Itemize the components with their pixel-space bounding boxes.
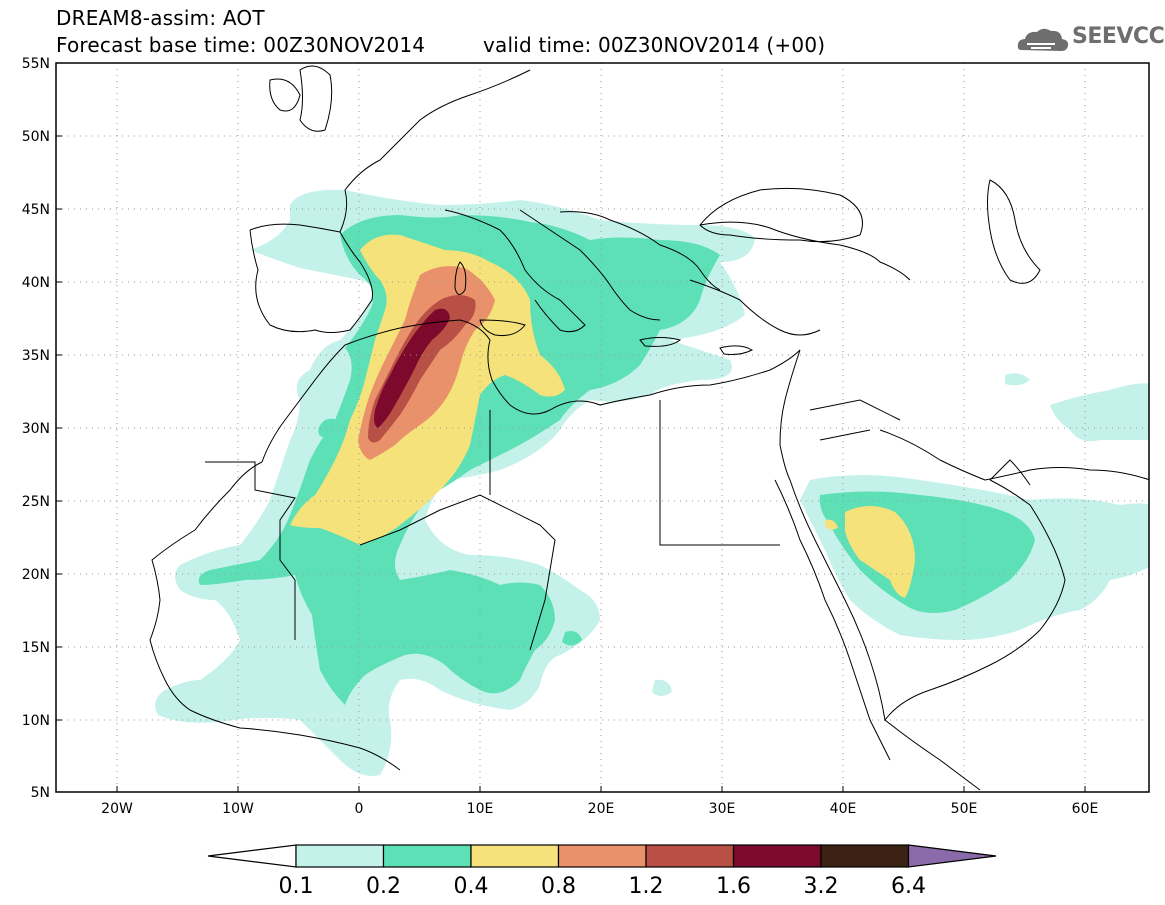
lon-label-0: 0: [355, 801, 364, 817]
colorbar-label-3.2: 3.2: [804, 874, 839, 899]
colorbar-over-arrow: [907, 844, 997, 868]
colorbar-swatch-2: [382, 844, 472, 868]
colorbar-swatch-5: [645, 844, 735, 868]
cloud-icon: [1017, 28, 1069, 51]
lat-label-15n: 15N: [22, 640, 50, 656]
valid-time-label: valid time: 00Z30NOV2014 (+00): [483, 33, 826, 57]
lat-labels: 55N 50N 45N 40N 35N 30N 25N 20N 15N 10N …: [22, 56, 50, 801]
lat-label-40n: 40N: [22, 275, 50, 291]
axis-ticks: [56, 135, 1086, 792]
graticule: [56, 63, 1149, 792]
colorbar: [207, 844, 997, 868]
colorbar-label-6.4: 6.4: [891, 874, 926, 899]
lat-label-10n: 10N: [22, 713, 50, 729]
lat-label-50n: 50N: [22, 129, 50, 145]
lon-label-60e: 60E: [1072, 801, 1099, 817]
base-time-label: Forecast base time: 00Z30NOV2014: [56, 33, 426, 57]
lat-label-45n: 45N: [22, 202, 50, 218]
lon-label-10w: 10W: [222, 801, 254, 817]
aot-level-1.6: [374, 308, 450, 428]
colorbar-swatch-7: [820, 844, 910, 868]
lat-label-5n: 5N: [31, 785, 50, 801]
lon-label-20w: 20W: [101, 801, 133, 817]
logo-text: SEEVCCC: [1072, 24, 1165, 49]
lat-label-55n: 55N: [22, 56, 50, 72]
lat-label-20n: 20N: [22, 567, 50, 583]
lat-label-25n: 25N: [22, 494, 50, 510]
aot-level-1.2: [368, 295, 476, 443]
lon-label-50e: 50E: [951, 801, 978, 817]
colorbar-swatch-6: [732, 844, 822, 868]
colorbar-label-1.6: 1.6: [716, 874, 751, 899]
lon-label-40e: 40E: [830, 801, 857, 817]
colorbar-label-0.2: 0.2: [366, 874, 401, 899]
colorbar-label-0.8: 0.8: [541, 874, 576, 899]
lon-label-10e: 10E: [467, 801, 494, 817]
map-title: DREAM8-assim: AOT: [56, 6, 265, 30]
colorbar-labels: 0.1 0.2 0.4 0.8 1.2 1.6 3.2 6.4: [279, 874, 927, 899]
colorbar-label-0.1: 0.1: [279, 874, 314, 899]
lon-labels: 20W 10W 0 10E 20E 30E 40E 50E 60E: [101, 801, 1098, 817]
colorbar-label-1.2: 1.2: [629, 874, 664, 899]
lon-label-30e: 30E: [709, 801, 736, 817]
colorbar-swatch-1: [295, 844, 385, 868]
colorbar-under-arrow: [207, 844, 297, 868]
colorbar-label-0.4: 0.4: [454, 874, 489, 899]
colorbar-swatch-4: [557, 844, 647, 868]
lon-label-20e: 20E: [588, 801, 615, 817]
coastlines: [149, 65, 1149, 791]
seevccc-logo: [1015, 22, 1155, 58]
aot-field: [155, 189, 1149, 776]
colorbar-swatch-3: [470, 844, 560, 868]
lat-label-35n: 35N: [22, 348, 50, 364]
lat-label-30n: 30N: [22, 421, 50, 437]
